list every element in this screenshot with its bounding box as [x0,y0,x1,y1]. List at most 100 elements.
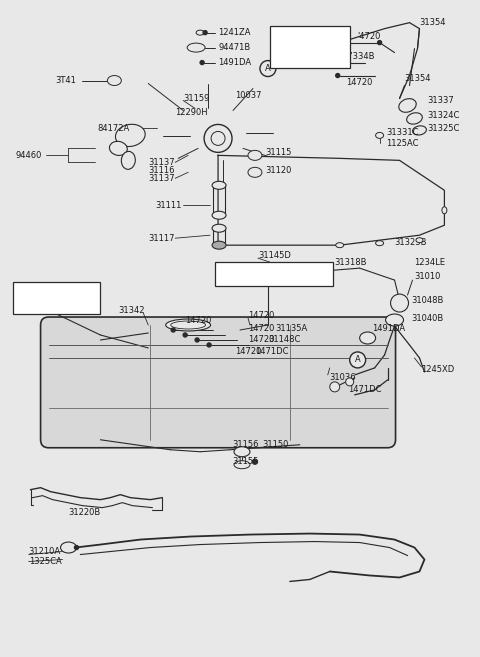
Ellipse shape [399,99,416,112]
Ellipse shape [234,461,250,468]
Text: 31354: 31354 [420,18,446,27]
Text: RETURN: RETURN [289,49,330,58]
Text: 1125AC: 1125AC [386,139,419,148]
Bar [270,26,350,68]
Bar [12,282,100,314]
Text: 1491DA: 1491DA [372,323,405,332]
Ellipse shape [376,240,384,246]
Circle shape [200,60,204,64]
Text: 31220B: 31220B [69,508,101,517]
Ellipse shape [407,113,422,124]
Text: 14720: 14720 [248,323,275,332]
Text: 1471DC: 1471DC [255,348,288,357]
Ellipse shape [121,151,135,170]
Ellipse shape [333,60,341,65]
Ellipse shape [413,126,426,135]
Text: 31337: 31337 [428,96,454,105]
Ellipse shape [60,542,76,553]
Circle shape [74,545,78,549]
Text: 14720: 14720 [248,311,275,319]
Circle shape [203,31,207,35]
Text: 1471DC: 1471DC [348,386,381,394]
Text: 3'334B: 3'334B [346,52,375,61]
Text: 31150: 31150 [262,440,288,449]
Ellipse shape [212,212,226,219]
Text: 31145D: 31145D [258,251,291,260]
Text: 84172A: 84172A [97,124,130,133]
Ellipse shape [416,238,423,242]
Text: 31156: 31156 [232,440,259,449]
Circle shape [207,343,211,347]
Circle shape [346,378,354,386]
Ellipse shape [376,133,384,139]
Text: ACCUMULATOR: ACCUMULATOR [237,269,311,279]
Circle shape [260,60,276,76]
Text: TUBE-FUEL: TUBE-FUEL [283,35,336,45]
Circle shape [336,74,340,78]
Text: 94460: 94460 [16,151,42,160]
Text: 14720: 14720 [248,336,275,344]
Text: 31155: 31155 [232,457,258,466]
Text: 14720: 14720 [346,78,372,87]
Text: 1234LE: 1234LE [415,258,445,267]
Ellipse shape [248,168,262,177]
Ellipse shape [187,43,205,52]
Circle shape [330,382,340,392]
Text: 12290H: 12290H [175,108,208,117]
Text: 31137: 31137 [148,174,175,183]
Text: 1325CA: 1325CA [29,557,61,566]
Text: 31116: 31116 [148,166,175,175]
Text: 31036: 31036 [330,373,356,382]
Text: 1245XD: 1245XD [421,365,455,374]
Ellipse shape [385,314,404,326]
Text: 94471B: 94471B [218,43,250,52]
Text: 31117: 31117 [148,234,175,242]
Text: 31323B: 31323B [395,238,427,246]
Circle shape [391,294,408,312]
Text: 1241ZA: 1241ZA [218,28,251,37]
Circle shape [171,328,175,332]
Text: 31137: 31137 [148,158,175,167]
Bar [215,262,333,286]
Ellipse shape [212,224,226,232]
Ellipse shape [212,241,226,249]
Text: 31318B: 31318B [335,258,367,267]
Text: 31354: 31354 [405,74,431,83]
Text: '4720: '4720 [358,32,381,41]
Text: 31159: 31159 [183,94,210,103]
Text: 14720: 14720 [185,315,212,325]
Ellipse shape [166,319,211,331]
Text: 31342: 31342 [119,306,145,315]
Text: 10037: 10037 [235,91,262,100]
Text: 31210A: 31210A [29,547,61,556]
Ellipse shape [171,321,205,329]
Text: 14720: 14720 [235,348,262,357]
Text: A: A [355,355,360,365]
Circle shape [211,131,225,145]
FancyBboxPatch shape [41,317,396,448]
Circle shape [183,333,187,337]
Circle shape [350,352,366,368]
Circle shape [195,338,199,342]
Text: VAPOR: VAPOR [40,300,73,310]
Text: 31010: 31010 [415,271,441,281]
Text: 31324C: 31324C [428,111,460,120]
Ellipse shape [109,141,127,156]
Text: 3T41: 3T41 [56,76,76,85]
Text: 31325C: 31325C [428,124,460,133]
Ellipse shape [360,332,376,344]
Text: 31111: 31111 [155,201,181,210]
Text: 31048B: 31048B [411,296,444,305]
Ellipse shape [234,447,250,457]
Ellipse shape [248,150,262,160]
Ellipse shape [196,30,204,35]
Ellipse shape [442,207,447,214]
Text: TUBE-FUE: TUBE-FUE [31,289,82,299]
Text: 31120: 31120 [265,166,291,175]
Text: A: A [265,64,271,73]
Text: 31115: 31115 [265,148,291,157]
Circle shape [378,41,382,45]
Circle shape [204,124,232,152]
Ellipse shape [336,242,344,248]
Ellipse shape [304,269,312,275]
